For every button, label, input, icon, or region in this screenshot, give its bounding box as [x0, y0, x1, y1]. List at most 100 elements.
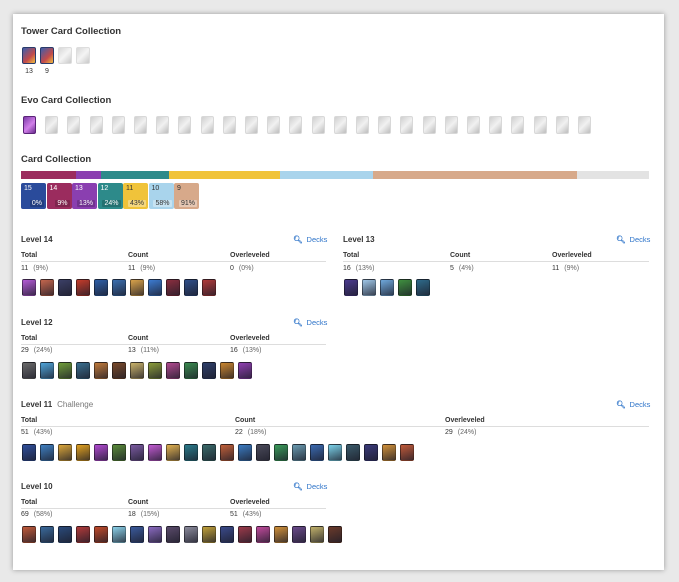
evo-card[interactable]	[178, 116, 192, 134]
card-icon[interactable]	[166, 526, 180, 543]
evo-card[interactable]	[89, 116, 103, 134]
card-icon[interactable]	[380, 279, 394, 296]
card-icon[interactable]	[22, 362, 36, 379]
card-icon[interactable]	[256, 526, 270, 543]
card-icon[interactable]	[166, 279, 180, 296]
card-icon[interactable]	[76, 279, 90, 296]
card-icon[interactable]	[202, 526, 216, 543]
card-icon[interactable]	[292, 444, 306, 461]
evo-card[interactable]	[311, 116, 325, 134]
level-13-decks-link[interactable]: 🔍︎ Decks	[616, 235, 650, 244]
evo-card[interactable]	[333, 116, 347, 134]
card-icon[interactable]	[238, 362, 252, 379]
evo-card[interactable]	[45, 116, 59, 134]
card-icon[interactable]	[94, 526, 108, 543]
card-icon[interactable]	[94, 444, 108, 461]
evo-card[interactable]	[156, 116, 170, 134]
evo-card[interactable]	[533, 116, 547, 134]
level-11-decks-link[interactable]: 🔍︎ Decks	[616, 400, 650, 409]
tower-card[interactable]	[40, 47, 54, 64]
card-icon[interactable]	[274, 444, 288, 461]
card-icon[interactable]	[184, 279, 198, 296]
card-icon[interactable]	[40, 526, 54, 543]
card-icon[interactable]	[112, 362, 126, 379]
card-icon[interactable]	[310, 526, 324, 543]
evo-card[interactable]	[134, 116, 147, 134]
card-icon[interactable]	[40, 444, 54, 461]
card-icon[interactable]	[292, 526, 306, 543]
card-icon[interactable]	[22, 444, 36, 461]
evo-card[interactable]	[267, 116, 281, 134]
card-icon[interactable]	[202, 362, 216, 379]
card-icon[interactable]	[256, 444, 270, 461]
card-icon[interactable]	[184, 362, 198, 379]
evo-card[interactable]	[422, 116, 436, 134]
card-icon[interactable]	[148, 526, 162, 543]
evo-card[interactable]	[400, 116, 414, 134]
card-icon[interactable]	[148, 444, 162, 461]
card-icon[interactable]	[112, 444, 126, 461]
evo-card[interactable]	[23, 116, 36, 134]
evo-card[interactable]	[578, 116, 591, 134]
card-icon[interactable]	[238, 444, 252, 461]
card-icon[interactable]	[364, 444, 378, 461]
evo-card[interactable]	[555, 116, 569, 134]
card-icon[interactable]	[238, 526, 252, 543]
evo-card[interactable]	[245, 116, 258, 134]
card-icon[interactable]	[40, 279, 54, 296]
evo-card[interactable]	[356, 116, 369, 134]
card-icon[interactable]	[22, 279, 36, 296]
card-icon[interactable]	[94, 362, 108, 379]
level-14-decks-link[interactable]: 🔍︎ Decks	[293, 235, 327, 244]
tower-card[interactable]	[22, 47, 36, 64]
card-icon[interactable]	[310, 444, 324, 461]
evo-card[interactable]	[67, 116, 81, 134]
card-icon[interactable]	[274, 526, 288, 543]
card-icon[interactable]	[344, 279, 358, 296]
card-icon[interactable]	[40, 362, 54, 379]
card-icon[interactable]	[58, 362, 72, 379]
card-icon[interactable]	[220, 444, 234, 461]
level-12-decks-link[interactable]: 🔍︎ Decks	[293, 318, 327, 327]
evo-card[interactable]	[289, 116, 303, 134]
card-icon[interactable]	[184, 444, 198, 461]
card-icon[interactable]	[130, 279, 144, 296]
tower-card[interactable]	[76, 47, 90, 64]
card-icon[interactable]	[400, 444, 414, 461]
tower-card[interactable]	[58, 47, 72, 64]
level-10-decks-link[interactable]: 🔍︎ Decks	[293, 482, 327, 491]
evo-card[interactable]	[200, 116, 214, 134]
evo-card[interactable]	[378, 116, 392, 134]
card-icon[interactable]	[382, 444, 396, 461]
card-icon[interactable]	[130, 362, 144, 379]
card-icon[interactable]	[166, 362, 180, 379]
card-icon[interactable]	[346, 444, 360, 461]
card-icon[interactable]	[148, 279, 162, 296]
card-icon[interactable]	[328, 526, 342, 543]
card-icon[interactable]	[202, 279, 216, 296]
card-icon[interactable]	[416, 279, 430, 296]
card-icon[interactable]	[148, 362, 162, 379]
card-icon[interactable]	[76, 362, 90, 379]
card-icon[interactable]	[130, 526, 144, 543]
card-icon[interactable]	[58, 279, 72, 296]
card-icon[interactable]	[112, 526, 126, 543]
card-icon[interactable]	[398, 279, 412, 296]
card-icon[interactable]	[362, 279, 376, 296]
evo-card[interactable]	[444, 116, 458, 134]
card-icon[interactable]	[76, 526, 90, 543]
card-icon[interactable]	[166, 444, 180, 461]
evo-card[interactable]	[467, 116, 480, 134]
evo-card[interactable]	[222, 116, 236, 134]
card-icon[interactable]	[76, 444, 90, 461]
evo-card[interactable]	[111, 116, 125, 134]
evo-card[interactable]	[489, 116, 503, 134]
card-icon[interactable]	[22, 526, 36, 543]
card-icon[interactable]	[58, 526, 72, 543]
card-icon[interactable]	[94, 279, 108, 296]
card-icon[interactable]	[112, 279, 126, 296]
card-icon[interactable]	[202, 444, 216, 461]
card-icon[interactable]	[58, 444, 72, 461]
card-icon[interactable]	[184, 526, 198, 543]
evo-card[interactable]	[511, 116, 525, 134]
